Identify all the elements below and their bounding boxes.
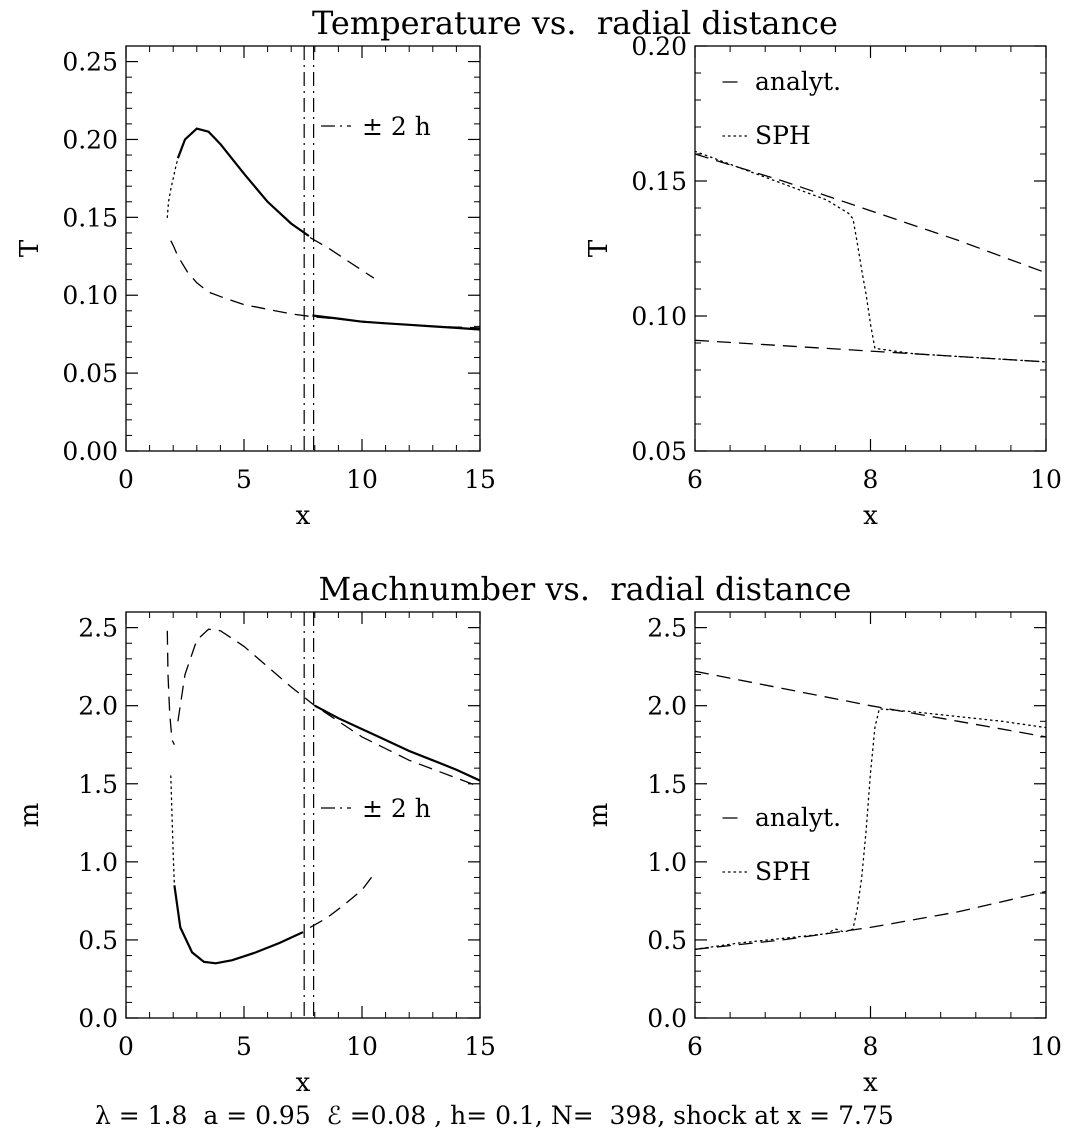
x-tick-label: 8	[863, 1032, 879, 1061]
y-tick-label: 0.20	[631, 32, 687, 61]
y-tick-label: 0.00	[62, 437, 118, 466]
y-tick-label: 0.15	[631, 167, 687, 196]
series-dashed	[309, 873, 375, 928]
y-tick-label: 0.10	[631, 302, 687, 331]
y-tick-label: 2.0	[647, 692, 687, 721]
plot-frame	[694, 611, 1047, 1019]
y-tick-label: 0.05	[631, 437, 687, 466]
series-dashed	[695, 670, 1046, 738]
y-tick-label: 0.0	[78, 1004, 118, 1033]
data-layer	[166, 612, 480, 1018]
x-tick-label: 5	[236, 465, 252, 494]
x-tick-label: 6	[687, 1032, 703, 1061]
legend-label: analyt.	[755, 803, 841, 832]
x-axis-label: x	[296, 501, 311, 531]
y-axis-label: m	[584, 803, 614, 828]
x-axis-label: x	[863, 501, 878, 531]
title-temperature: Temperature vs. radial distance	[312, 4, 838, 42]
annotation-plus-minus-2h: ± 2 h	[362, 794, 431, 823]
y-tick-label: 0.5	[78, 926, 118, 955]
y-tick-label: 0.10	[62, 281, 118, 310]
x-tick-label: 10	[1030, 1032, 1062, 1061]
panel-m-zoom: 6 8 10 0.0 0.5 1.0 1.5 2.0 2.5 x m analyt. SPH	[584, 611, 1062, 1098]
y-axis-label: T	[584, 239, 614, 257]
legend-label: analyt.	[755, 67, 841, 96]
x-tick-label: 15	[464, 1032, 496, 1061]
x-tick-label: 10	[1030, 465, 1062, 494]
panel-T-full: 0 5 10 15 0.00 0.05 0.10 0.15 0.20 0.25 x T ± 2 h	[15, 45, 496, 531]
plot-frame	[694, 45, 1047, 452]
series-dashed	[177, 628, 480, 788]
plot-frame	[125, 45, 481, 452]
y-tick-label: 1.5	[647, 770, 687, 799]
y-tick-label: 0.20	[62, 125, 118, 154]
panel-m-full: 0 5 10 15 0.0 0.5 1.0 1.5 2.0 2.5 x m ± 2 h	[15, 611, 496, 1098]
x-axis-label: x	[296, 1068, 311, 1098]
y-tick-label: 0.0	[647, 1004, 687, 1033]
x-tick-label: 6	[687, 465, 703, 494]
series-solid	[312, 314, 480, 331]
y-tick-label: 1.0	[78, 848, 118, 877]
series-dotted	[695, 150, 1046, 363]
y-axis-label: T	[15, 239, 45, 257]
y-tick-label: 2.5	[78, 614, 118, 643]
y-axis-label: m	[15, 803, 45, 828]
legend-label: SPH	[755, 857, 811, 886]
data-layer	[695, 670, 1046, 950]
x-tick-label: 5	[236, 1032, 252, 1061]
legend-label: SPH	[755, 121, 811, 150]
title-machnumber: Machnumber vs. radial distance	[319, 570, 852, 608]
y-tick-label: 0.05	[62, 359, 118, 388]
y-tick-label: 0.25	[62, 48, 118, 77]
y-tick-label: 1.0	[647, 848, 687, 877]
annotation-plus-minus-2h: ± 2 h	[362, 112, 431, 141]
series-dotted	[695, 708, 1046, 950]
parameter-footer: λ = 1.8 a = 0.95 ℰ =0.08 , h= 0.1, N= 39…	[95, 1101, 894, 1130]
y-tick-label: 0.15	[62, 203, 118, 232]
series-solid	[176, 127, 310, 237]
data-layer	[166, 46, 480, 451]
x-tick-label: 8	[863, 465, 879, 494]
x-axis-label: x	[863, 1068, 878, 1098]
series-dashed	[170, 240, 480, 329]
series-dotted	[170, 775, 176, 886]
y-tick-label: 0.5	[647, 926, 687, 955]
series-dashed	[695, 153, 1046, 274]
y-tick-label: 2.5	[647, 614, 687, 643]
series-dashed	[309, 237, 375, 279]
x-tick-label: 15	[464, 465, 496, 494]
y-tick-label: 2.0	[78, 692, 118, 721]
x-tick-label: 0	[118, 1032, 134, 1061]
x-tick-label: 0	[118, 465, 134, 494]
data-layer	[695, 150, 1046, 363]
series-dashed	[166, 630, 175, 745]
series-dashed	[695, 890, 1046, 950]
x-tick-label: 10	[346, 1032, 378, 1061]
y-tick-label: 1.5	[78, 770, 118, 799]
series-solid	[173, 885, 304, 965]
x-tick-label: 10	[346, 465, 378, 494]
series-solid	[314, 704, 480, 782]
series-dotted	[166, 157, 179, 218]
